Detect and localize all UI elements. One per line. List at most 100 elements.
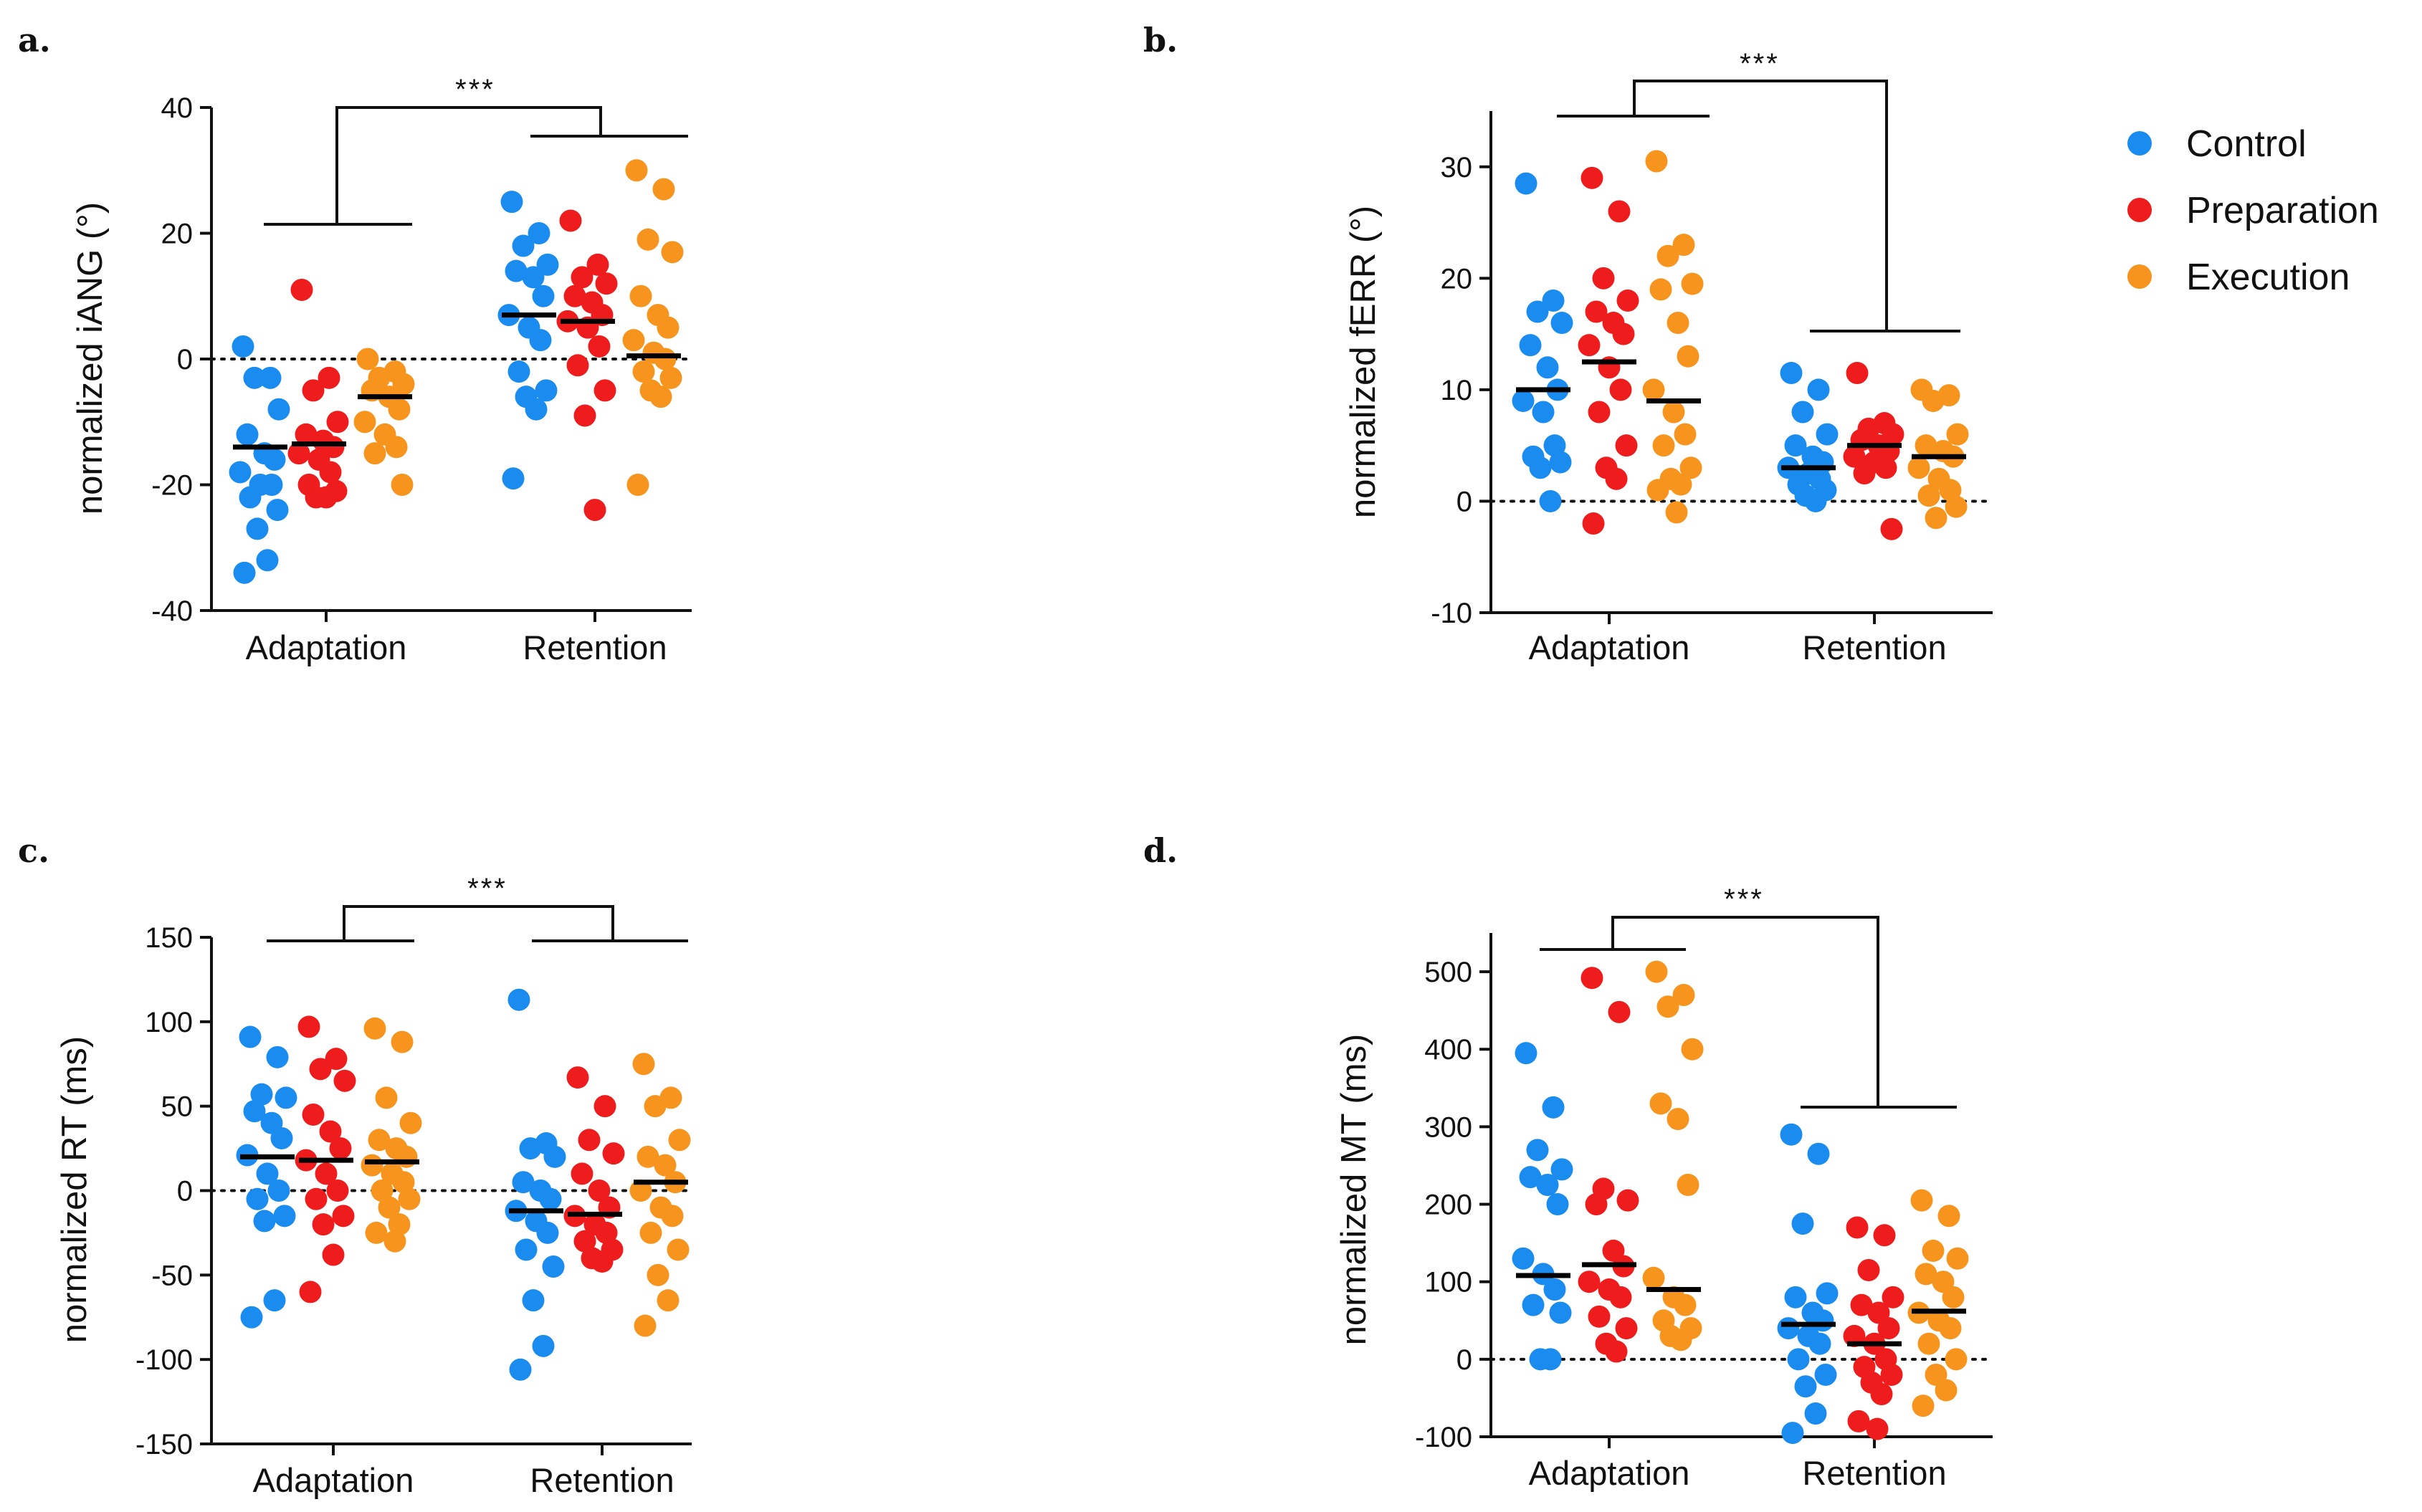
data-point-control <box>256 1162 279 1185</box>
data-point-execution <box>659 366 682 389</box>
data-point-execution <box>383 1230 406 1253</box>
data-point-control <box>239 486 262 509</box>
significance-marker: *** <box>455 74 495 105</box>
y-axis-title: normalized iANG (°) <box>71 202 110 515</box>
significance-marker: *** <box>467 873 507 904</box>
data-point-execution <box>1667 1108 1689 1131</box>
data-point-execution <box>1910 1189 1933 1212</box>
data-point-control <box>512 1171 535 1194</box>
legend-label-preparation: Preparation <box>2186 190 2379 231</box>
data-point-preparation <box>1882 1286 1904 1308</box>
data-point-preparation <box>325 1048 348 1071</box>
data-point-control <box>535 379 558 402</box>
data-point-preparation <box>305 1187 328 1210</box>
y-tick-label: 0 <box>177 344 193 375</box>
data-point-control <box>240 1306 263 1329</box>
data-point-preparation <box>1857 1258 1880 1281</box>
data-point-execution <box>657 316 680 339</box>
data-point-execution <box>1642 1266 1665 1289</box>
data-point-preparation <box>1615 1317 1638 1340</box>
data-point-control <box>1549 451 1572 474</box>
data-point-execution <box>399 1111 422 1134</box>
x-category-label: Retention <box>523 628 667 666</box>
data-point-preparation <box>1582 512 1605 535</box>
data-point-execution <box>1922 389 1945 412</box>
data-point-preparation <box>1578 1271 1601 1293</box>
data-point-execution <box>1946 423 1969 446</box>
data-point-preparation <box>295 423 318 446</box>
data-point-preparation <box>583 499 606 522</box>
panel-label: a. <box>18 21 51 59</box>
data-point-control <box>1804 489 1827 512</box>
data-point-control <box>246 517 269 540</box>
data-point-preparation <box>1870 1383 1893 1406</box>
data-point-preparation <box>1880 1363 1903 1386</box>
data-point-execution <box>1662 401 1685 424</box>
data-point-control <box>256 549 279 572</box>
data-point-preparation <box>1843 445 1866 468</box>
x-category-label: Adaptation <box>253 1461 414 1499</box>
y-axis-title: normalized MT (ms) <box>1335 1034 1373 1346</box>
data-point-execution <box>1935 1379 1958 1402</box>
data-point-preparation <box>595 272 618 295</box>
data-point-preparation <box>1616 1189 1639 1212</box>
data-point-control <box>515 1238 538 1261</box>
data-point-execution <box>385 436 408 459</box>
y-tick-label: 10 <box>1441 375 1473 406</box>
data-point-control <box>505 259 528 282</box>
data-point-preparation <box>319 461 342 484</box>
data-point-execution <box>1645 150 1668 173</box>
data-point-control <box>519 1137 542 1160</box>
data-point-execution <box>626 474 649 496</box>
data-point-control <box>232 335 254 358</box>
data-point-execution <box>639 1221 662 1244</box>
data-point-control <box>1529 456 1552 479</box>
bracket-comparison <box>1611 916 1879 1107</box>
data-point-preparation <box>1588 401 1611 424</box>
data-point-execution <box>1656 244 1679 267</box>
data-point-preparation <box>593 1095 616 1118</box>
y-tick-label: 100 <box>145 1007 193 1038</box>
y-tick-label: -50 <box>151 1260 193 1291</box>
data-point-execution <box>368 1129 391 1152</box>
data-point-control <box>266 1046 289 1068</box>
data-point-control <box>543 1145 566 1168</box>
x-category-label: Adaptation <box>246 628 407 666</box>
data-point-control <box>229 461 252 484</box>
y-tick-label: 300 <box>1424 1111 1472 1143</box>
data-point-control <box>270 1126 293 1149</box>
data-point-preparation <box>1846 362 1869 385</box>
data-point-preparation <box>588 335 611 358</box>
data-point-execution <box>392 373 415 396</box>
data-point-execution <box>378 1196 401 1219</box>
data-point-control <box>1526 1139 1549 1162</box>
x-category-label: Retention <box>1802 1454 1946 1492</box>
data-point-preparation <box>309 1058 332 1081</box>
data-point-control <box>260 474 283 496</box>
data-point-control <box>1794 1375 1817 1398</box>
data-point-control <box>532 1334 555 1357</box>
x-category-label: Adaptation <box>1529 1454 1690 1492</box>
data-point-execution <box>1915 1263 1937 1286</box>
data-point-execution <box>647 1263 669 1286</box>
data-point-preparation <box>559 209 582 232</box>
data-point-control <box>1512 389 1535 412</box>
data-point-execution <box>1674 423 1697 446</box>
y-tick-label: 30 <box>1441 152 1473 183</box>
data-point-preparation <box>573 404 596 427</box>
data-point-control <box>263 448 286 471</box>
data-point-execution <box>1646 479 1669 502</box>
y-tick-label: -20 <box>151 470 193 502</box>
y-tick-label: 200 <box>1424 1190 1472 1221</box>
data-point-control <box>1522 1293 1545 1316</box>
panel-a: a. -40 -20 0 20 40 Adaptation Retention normaliz… <box>18 21 693 666</box>
legend-marker-execution <box>2127 264 2152 289</box>
data-point-control <box>1536 1174 1559 1196</box>
data-point-preparation <box>1581 967 1603 990</box>
data-point-preparation <box>591 1250 614 1273</box>
legend-marker-control <box>2127 131 2152 155</box>
data-point-control <box>500 191 523 214</box>
data-point-execution <box>1917 1332 1940 1355</box>
data-point-preparation <box>333 1069 356 1092</box>
data-point-preparation <box>1578 334 1601 357</box>
